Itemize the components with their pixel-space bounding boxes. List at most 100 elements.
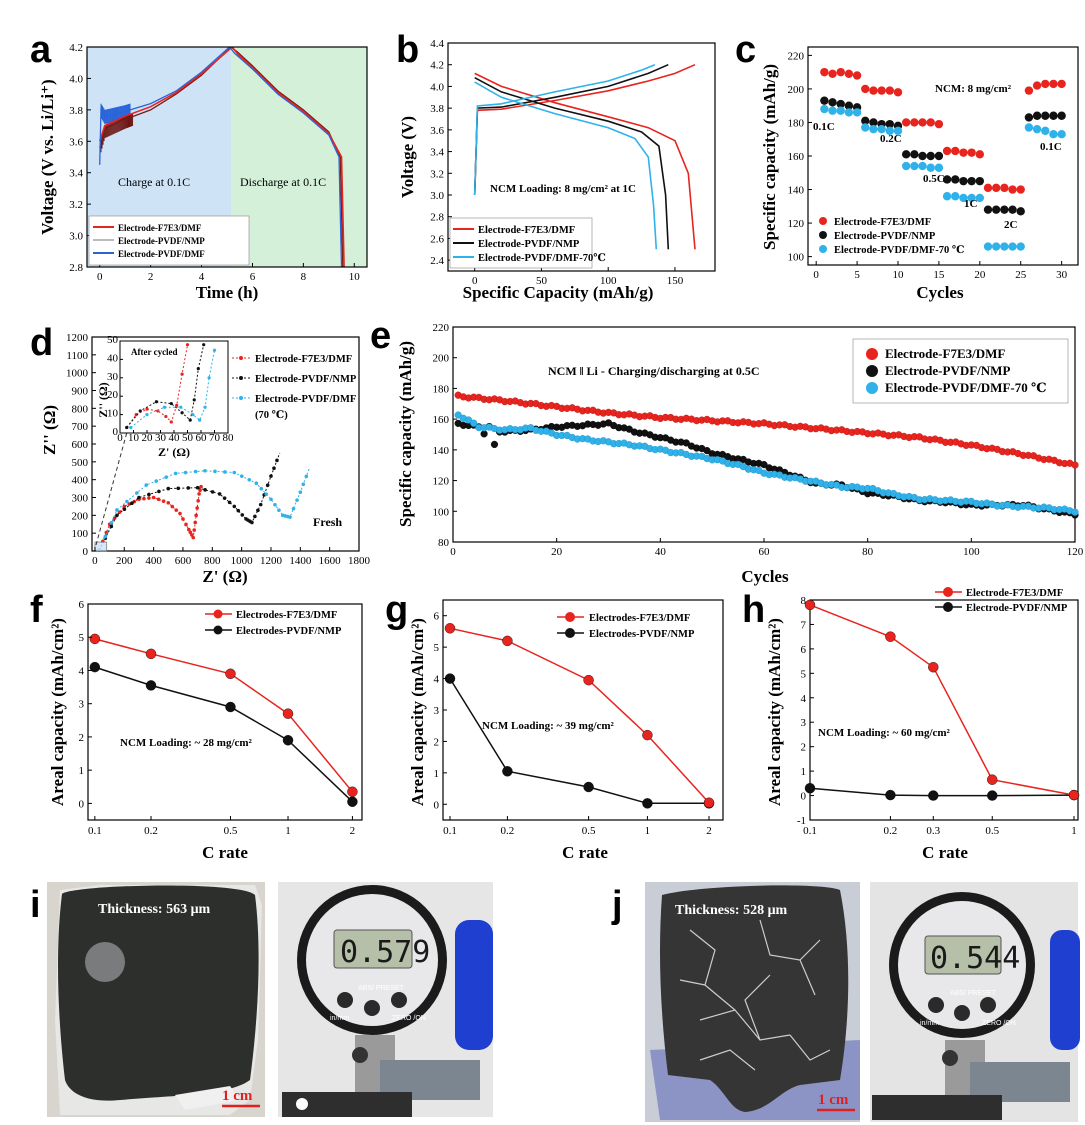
inset-xtick-label: 0 (117, 432, 123, 444)
point-d-3 (232, 470, 237, 475)
point-c-3 (926, 163, 935, 172)
inset-point-1 (164, 414, 168, 419)
point-c-2 (942, 175, 952, 184)
point-d-1 (151, 495, 156, 500)
point-c-3 (901, 161, 911, 171)
h-ytick-label: 3 (801, 717, 807, 729)
areal-capacity-f (89, 633, 358, 807)
f-ytick-label: 0 (79, 798, 85, 810)
point-h-2 (987, 790, 998, 801)
inset-point-3 (129, 425, 133, 430)
point-d-3 (288, 515, 292, 519)
d-ytick-label: 500 (72, 457, 89, 469)
legend-b-item-1: Electrode-F7E3/DMF (478, 225, 575, 236)
legend-a-item-3: Electrode-PVDF/DMF (118, 249, 205, 259)
inset-series-3 (130, 350, 215, 428)
e-xtick-label: 120 (1067, 546, 1084, 558)
e-ytick-label: 100 (433, 506, 450, 518)
f-xtick-label: 0.1 (88, 825, 102, 837)
e-ytick-label: 200 (433, 353, 450, 365)
point-d-2 (166, 486, 171, 491)
point-d-3 (264, 492, 269, 496)
point-d-3 (135, 491, 139, 495)
point-h-1 (928, 662, 939, 673)
legend-d: Electrode-F7E3/DMF Electrode-PVDF/NMP El… (232, 354, 357, 421)
panel-label-e: e (370, 315, 391, 357)
series-d-1 (98, 483, 203, 551)
g-ytick-label: 6 (434, 611, 440, 623)
d-ytick-label: 700 (72, 421, 89, 433)
point-d-1 (181, 517, 185, 521)
ylabel-g: Areal capacity (mAh/cm²) (408, 618, 427, 806)
a-ytick-label: 4.0 (69, 73, 83, 85)
h-ytick-label: 8 (801, 595, 807, 607)
point-c-2 (951, 175, 960, 184)
legend-d-item-1: Electrode-F7E3/DMF (255, 354, 352, 365)
point-c-2 (1057, 111, 1066, 120)
h-xtick-label: 0.5 (985, 825, 999, 837)
point-c-3 (983, 242, 993, 251)
ticks-c: 0 5 10 15 20 25 30 100 120 140 160 180 200 220 (788, 50, 1068, 281)
c-ytick-label: 120 (788, 218, 805, 230)
point-d-3 (273, 502, 277, 507)
point-c-1 (951, 146, 960, 156)
series-b-discharge-2 (474, 76, 670, 250)
f-ytick-label: 3 (79, 699, 85, 711)
f-xtick-label: 2 (350, 825, 356, 837)
point-d-2 (157, 489, 161, 494)
annotation-c: NCM: 8 mg/cm² (935, 83, 1012, 95)
point-d-1 (178, 511, 182, 516)
inset-ytick-label: 0 (113, 426, 119, 438)
point-h-2 (804, 783, 816, 794)
point-d-1 (192, 528, 197, 532)
b-ytick-label: 4.2 (430, 60, 444, 72)
rate-label-c-4: 1C (964, 198, 978, 210)
point-c-1 (942, 146, 952, 156)
f-ytick-label: 1 (79, 765, 85, 777)
d-ytick-label: 300 (72, 493, 89, 505)
point-h-2 (928, 790, 939, 801)
d-ytick-label: 400 (72, 475, 89, 487)
point-f-1 (347, 786, 358, 797)
g-ytick-label: 5 (434, 642, 440, 654)
inset-ytick-label: 20 (107, 389, 119, 401)
point-c-1 (869, 86, 878, 95)
inset-point-2 (154, 400, 159, 404)
e-xtick-label: 80 (862, 546, 874, 558)
axes-frame-a (86, 46, 368, 268)
point-d-2 (109, 524, 114, 529)
point-d-2 (253, 514, 257, 519)
ticks-f: 0.1 0.2 0.5 1 2 0 1 2 3 4 5 6 (79, 599, 356, 837)
g-xtick-label: 0.5 (582, 825, 596, 837)
point-d-2 (250, 520, 254, 525)
g-ytick-label: 1 (434, 768, 440, 780)
fresh-label: Fresh (313, 515, 342, 529)
point-d-1 (166, 501, 171, 505)
h-xtick-label: 1 (1071, 825, 1077, 837)
point-d-1 (117, 510, 122, 514)
a-ytick-label: 2.8 (69, 262, 83, 274)
point-d-1 (187, 527, 191, 532)
g-ytick-label: 3 (434, 705, 440, 717)
legend-f-item-2: Electrodes-PVDF/NMP (236, 626, 342, 637)
d-ytick-label: 0 (83, 546, 89, 558)
point-c-3 (1016, 242, 1025, 251)
point-d-2 (269, 474, 273, 478)
point-c-2 (910, 150, 919, 159)
point-d-2 (203, 488, 207, 492)
legend-g-item-2: Electrodes-PVDF/NMP (589, 629, 695, 640)
point-c-2 (918, 151, 927, 161)
point-c-1 (820, 67, 829, 77)
d-xtick-label: 200 (116, 555, 133, 567)
point-d-3 (254, 481, 259, 486)
point-c-1 (1041, 79, 1050, 89)
legend-c-item-2: Electrode-PVDF/NMP (834, 231, 936, 242)
xlabel-f: C rate (202, 843, 248, 862)
gauge-zero-i: ZERO /ON (392, 1015, 426, 1022)
e-xtick-label: 60 (759, 546, 771, 558)
point-d-1 (191, 535, 196, 540)
e-ytick-label: 220 (433, 322, 450, 334)
legend-a: Electrode-F7E3/DMF Electrode-PVDF/NMP El… (88, 215, 250, 266)
series-b-discharge-3 (474, 81, 658, 250)
series-b-charge-3 (473, 63, 656, 196)
